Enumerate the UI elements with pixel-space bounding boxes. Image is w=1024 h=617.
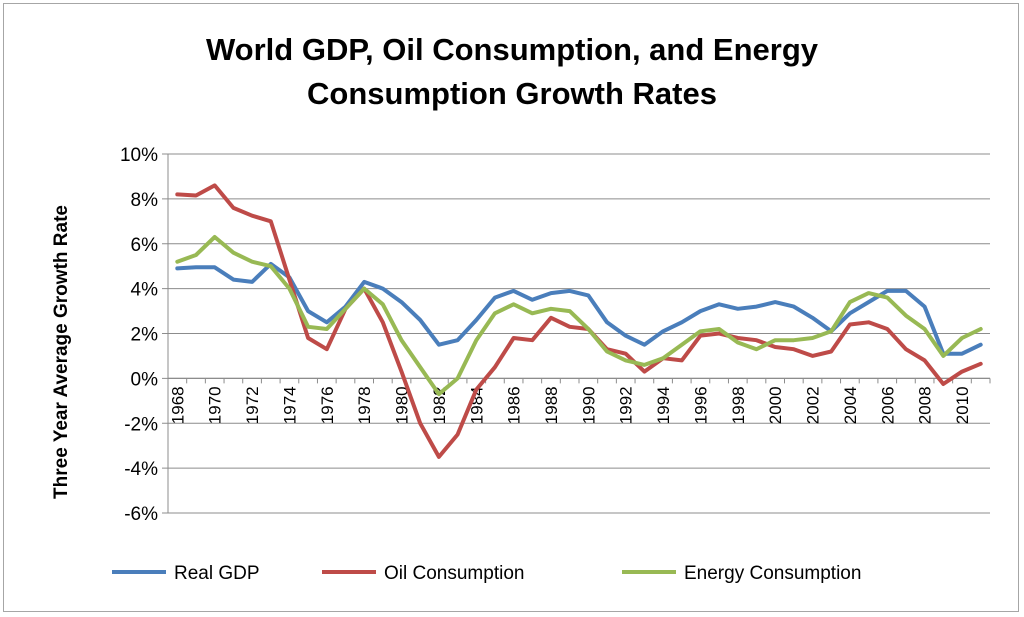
x-tick-label: 1972 — [243, 386, 262, 424]
gridlines — [162, 153, 991, 514]
x-tick-label: 2006 — [878, 386, 897, 424]
x-tick-label: 1980 — [393, 386, 412, 424]
y-tick-label: 4% — [131, 280, 159, 301]
chart-title: World GDP, Oil Consumption, and Energy C… — [0, 28, 1024, 116]
x-tick-label: 1992 — [617, 386, 636, 424]
y-tick-label: -4% — [124, 459, 158, 480]
x-tick-label: 2004 — [841, 386, 860, 424]
chart-title-line-1: World GDP, Oil Consumption, and Energy — [205, 32, 818, 67]
x-tick-label: 2000 — [766, 386, 785, 424]
x-tick-label: 1996 — [691, 386, 710, 424]
x-tick-label: 1974 — [280, 386, 299, 424]
chart-title-line-2: Consumption Growth Rates — [307, 76, 717, 111]
y-tick-label: 6% — [131, 235, 159, 256]
legend-label-real-gdp: Real GDP — [174, 563, 260, 584]
x-tick-label: 1986 — [505, 386, 524, 424]
x-tick-label: 2010 — [953, 386, 972, 424]
x-tick-label: 1976 — [318, 386, 337, 424]
y-axis-ticks: 10% 8% 6% 4% 2% 0% -2% -4% -6% — [120, 145, 158, 525]
series-line-oil-consumption — [175, 183, 983, 459]
x-tick-label: 1978 — [355, 386, 374, 424]
legend-label-oil-consumption: Oil Consumption — [384, 563, 524, 584]
y-tick-label: 0% — [131, 369, 159, 390]
x-tick-label: 2002 — [804, 386, 823, 424]
x-tick-label: 1982 — [430, 386, 449, 424]
y-tick-label: -2% — [124, 414, 158, 435]
series-line-energy-consumption — [175, 235, 983, 397]
x-tick-label: 1970 — [206, 386, 225, 424]
series-line-real-gdp — [175, 261, 983, 356]
series-lines — [175, 183, 983, 459]
y-tick-label: 10% — [120, 145, 158, 166]
x-axis-ticks: 1968 1970 1972 1974 1976 1978 1980 1982 1984 1986… — [168, 386, 972, 424]
legend: Real GDP Oil Consumption Energy Consumptio… — [112, 563, 861, 584]
x-tick-label: 1988 — [542, 386, 561, 424]
y-axis-label: Three Year Average Growth Rate — [51, 205, 72, 499]
y-tick-label: 8% — [131, 190, 159, 211]
x-tick-label: 1990 — [579, 386, 598, 424]
legend-label-energy-consumption: Energy Consumption — [684, 563, 861, 584]
x-tick-label: 2008 — [916, 386, 935, 424]
x-tick-label: 1998 — [729, 386, 748, 424]
x-tick-label: 1994 — [654, 386, 673, 424]
x-tick-label: 1968 — [168, 386, 187, 424]
y-tick-label: 2% — [131, 325, 159, 346]
y-tick-label: -6% — [124, 504, 158, 525]
